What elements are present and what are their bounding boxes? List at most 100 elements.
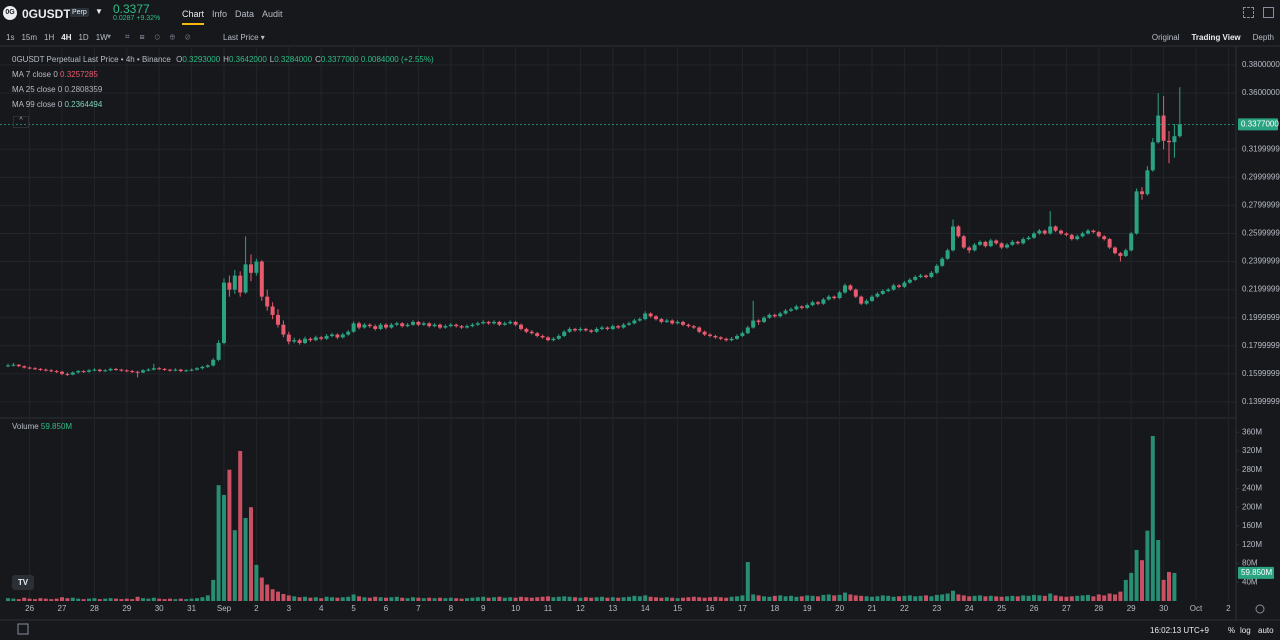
candle-body	[346, 331, 351, 335]
layout-icon[interactable]	[1243, 7, 1254, 18]
calendar-icon[interactable]	[17, 623, 29, 635]
volume-bar	[573, 597, 577, 601]
interval[interactable]: 1s	[6, 33, 15, 42]
volume-bar	[65, 598, 70, 601]
interval[interactable]: 4H	[61, 33, 72, 42]
candle-body	[805, 305, 810, 308]
candle-body	[178, 369, 183, 372]
tab[interactable]: Data	[235, 9, 255, 19]
ma-value: 0.3257285	[60, 70, 98, 79]
candle-body	[502, 323, 507, 325]
price-type-label[interactable]: Last Price	[223, 33, 259, 42]
symbol[interactable]: 0GUSDT	[22, 7, 71, 21]
volume-bar	[659, 597, 664, 601]
candle-body	[448, 324, 453, 327]
candle-body	[22, 366, 27, 368]
candle-body	[621, 324, 626, 328]
volume-bar	[33, 599, 37, 601]
x-tick-label: 26	[1030, 604, 1039, 613]
volume-bar	[1015, 596, 1020, 601]
candle-body	[562, 331, 567, 336]
x-tick-label: 9	[481, 604, 486, 613]
candle-body	[1005, 244, 1009, 248]
candle-body	[411, 321, 415, 325]
x-tick-label: 3	[287, 604, 292, 613]
volume-bar	[816, 596, 820, 601]
volume-bar	[205, 595, 210, 601]
footer-button[interactable]: %	[1228, 626, 1235, 635]
settings-icon[interactable]	[1255, 604, 1265, 614]
candle-body	[945, 250, 950, 259]
candle-body	[643, 313, 648, 320]
candle-body	[492, 321, 496, 324]
tab[interactable]: Info	[212, 9, 228, 19]
candle-body	[675, 321, 680, 324]
tab[interactable]: Audit	[262, 9, 283, 19]
fullscreen-icon[interactable]	[1263, 7, 1274, 18]
candle-body	[195, 368, 199, 370]
tv-logo[interactable]	[12, 575, 34, 590]
volume-bar	[810, 595, 815, 601]
candle-body	[421, 323, 426, 325]
interval[interactable]: 1W	[95, 33, 108, 42]
interval[interactable]: 15m	[21, 33, 38, 42]
candle-body	[389, 324, 394, 328]
tool-icons[interactable]: ⌗⊞⊙⊕⊘	[125, 32, 201, 41]
volume-bar	[513, 597, 518, 601]
volume-bar	[265, 584, 270, 601]
volume-bar	[767, 596, 772, 601]
clock: 16:02:13 UTC+9	[1150, 626, 1209, 635]
candle-body	[162, 368, 167, 370]
candle-body	[108, 368, 113, 371]
volume-bar	[1037, 595, 1042, 601]
interval[interactable]: 1D	[78, 33, 89, 42]
candle-body	[1010, 241, 1015, 245]
candle-body	[286, 334, 291, 342]
volume-bar	[270, 589, 275, 601]
volume-bar	[864, 596, 869, 601]
view-option[interactable]: Depth	[1252, 33, 1274, 42]
candle-body	[222, 282, 226, 343]
volume-bar	[805, 595, 810, 601]
volume-bar	[589, 597, 594, 601]
candle-body	[961, 236, 966, 248]
x-tick-label: 19	[803, 604, 812, 613]
candle-body	[1107, 239, 1112, 248]
volume-bar	[654, 597, 658, 601]
footer-button[interactable]: log	[1240, 626, 1251, 635]
interval-menu[interactable]: ▾	[107, 32, 112, 41]
volume-bar	[200, 597, 205, 601]
candle-body	[967, 247, 972, 251]
volume-bar	[211, 579, 216, 601]
x-tick-label: 8	[449, 604, 454, 613]
candle-body	[745, 327, 750, 334]
view-option[interactable]: Original	[1151, 33, 1180, 42]
volume-bar	[135, 596, 140, 601]
volume-bar	[286, 595, 291, 601]
price-type[interactable]: Last Price ▾	[223, 33, 265, 42]
y-tick-label: 0.1399999	[1242, 397, 1280, 406]
x-tick-label: 31	[187, 604, 196, 613]
candle-body	[573, 328, 577, 331]
candle-body	[729, 338, 734, 341]
collapse-button[interactable]: ^	[13, 116, 29, 128]
dropdown-arrow[interactable]: ▼	[95, 7, 103, 16]
volume-bar	[346, 596, 351, 601]
candle-body	[789, 309, 793, 311]
volume-bar	[691, 596, 696, 601]
candle-body	[11, 364, 16, 366]
volume-bar	[519, 596, 523, 601]
tab[interactable]: Chart	[182, 9, 205, 25]
interval[interactable]: 1H	[44, 33, 55, 42]
candle-body	[524, 328, 529, 332]
volume-bar	[551, 597, 556, 601]
candle-body	[384, 324, 388, 328]
footer-button[interactable]: auto	[1258, 626, 1274, 635]
volume-bar	[902, 595, 907, 601]
volume-bar	[994, 596, 999, 601]
v-tick-label: 80M	[1242, 559, 1258, 568]
volume-bar	[886, 595, 891, 601]
view-option[interactable]: Trading View	[1191, 33, 1241, 42]
volume-bar	[103, 598, 108, 601]
ohlc-value: 0.3377000	[320, 55, 359, 64]
